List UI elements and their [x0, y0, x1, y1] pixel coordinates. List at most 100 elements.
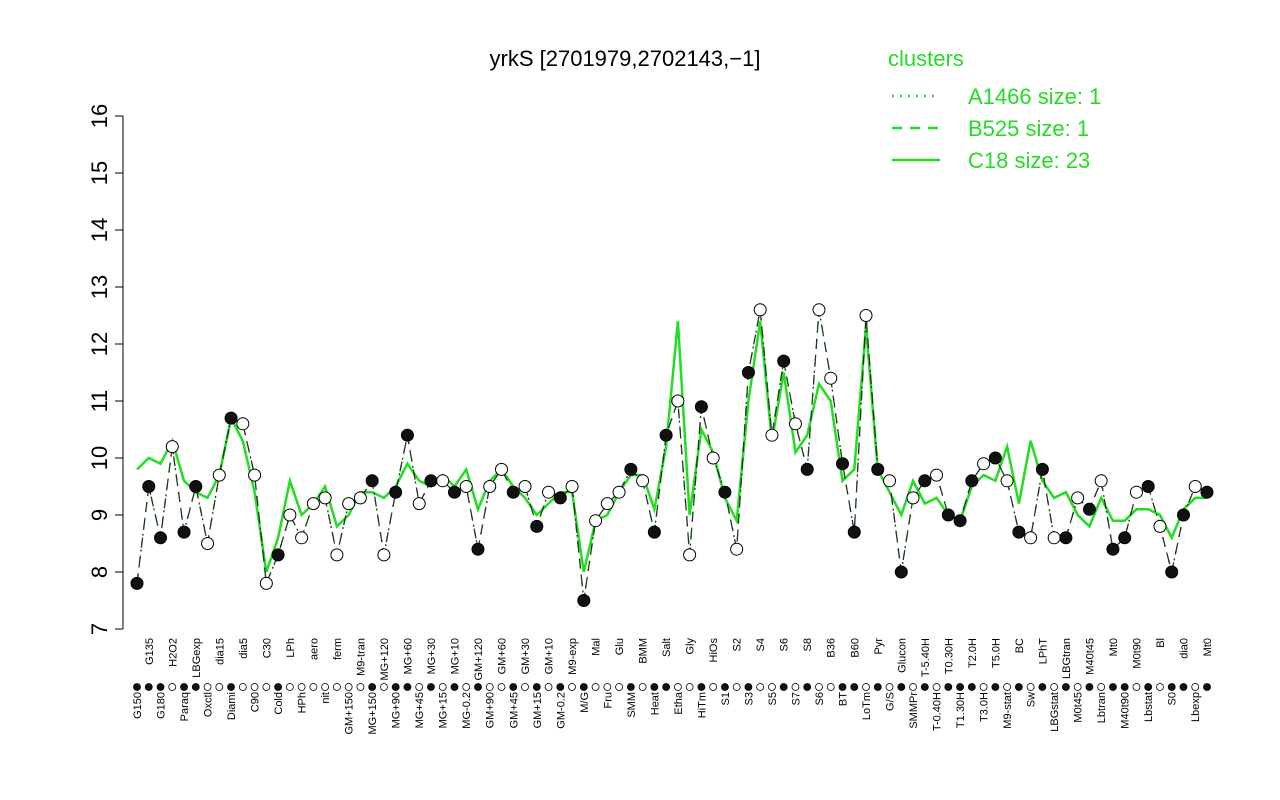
point — [165, 440, 179, 454]
x-tick-label: dia5 — [238, 638, 250, 659]
rug-point — [1073, 683, 1082, 691]
point — [377, 548, 391, 562]
series-line — [136, 309, 1208, 601]
x-tick-label: M9-tran — [355, 638, 367, 676]
point — [1035, 462, 1049, 476]
rug-point — [544, 683, 553, 691]
rug-point — [768, 683, 776, 691]
x-tick-label: B60 — [849, 638, 861, 658]
x-tick-label: M/G — [579, 692, 591, 713]
x-tick-label: S8 — [802, 638, 814, 651]
point — [177, 525, 191, 539]
rug-point — [1026, 683, 1035, 691]
rug-point — [673, 683, 682, 691]
chart-title: yrkS [2701979,2702143,−1] — [490, 46, 761, 71]
x-tick-label: Lbtran — [1096, 692, 1108, 723]
point — [1118, 531, 1132, 545]
rug-point — [1167, 683, 1176, 691]
point — [918, 474, 932, 488]
point — [495, 462, 509, 476]
point — [871, 462, 885, 476]
x-tick-label: T2.0H — [967, 638, 979, 668]
point — [800, 462, 814, 476]
y-tick-label: 7 — [87, 623, 112, 635]
point — [506, 485, 520, 499]
point — [741, 366, 755, 379]
x-tick-label: Cold — [273, 692, 285, 715]
rug-point — [744, 683, 753, 691]
rug-point — [815, 683, 823, 691]
point — [130, 576, 144, 590]
x-tick-label: aero — [308, 638, 320, 660]
x-tick-label: C90 — [250, 692, 262, 712]
rug-point — [944, 683, 953, 691]
rug-point — [532, 683, 541, 691]
rug-point — [1003, 683, 1012, 691]
y-tick-label: 15 — [87, 161, 112, 185]
rug-point — [932, 683, 941, 691]
rug-point — [356, 683, 365, 691]
rug-point — [791, 683, 800, 691]
x-tick-label: BMM — [638, 638, 650, 664]
x-tick-label: Mt0 — [1202, 638, 1214, 656]
x-tick-label: Lbstat — [1143, 692, 1155, 722]
x-tick-label: Bl — [1155, 638, 1167, 648]
rug-point — [332, 683, 341, 691]
x-tick-label: dia0 — [1178, 638, 1190, 659]
point — [706, 451, 720, 465]
point — [342, 497, 356, 511]
rug-point — [450, 683, 459, 691]
x-tick-label: S5 — [767, 692, 779, 705]
y-tick-label: 8 — [87, 566, 112, 578]
point — [788, 417, 802, 431]
rug-point — [156, 683, 165, 691]
point — [201, 537, 215, 550]
point — [271, 548, 285, 562]
point — [953, 514, 967, 528]
series-line — [136, 309, 1208, 601]
rug-point — [873, 683, 882, 691]
rug-point — [603, 683, 612, 691]
point — [659, 428, 673, 442]
point — [847, 525, 861, 539]
point — [295, 531, 309, 545]
x-tick-label: HPh — [297, 692, 309, 713]
x-tick-label: SMMPr — [908, 692, 920, 729]
legend-label: B525 size: 1 — [968, 116, 1089, 141]
rug-point — [144, 683, 153, 691]
rug-point — [321, 683, 330, 691]
x-tick-label: Mt0 — [1108, 638, 1120, 656]
point — [330, 548, 344, 562]
x-tick-label: Lbexp — [1190, 692, 1202, 722]
x-tick-label: G135 — [144, 638, 156, 665]
rug-point — [133, 683, 141, 691]
point — [318, 491, 332, 505]
x-tick-label: ferm — [332, 638, 344, 660]
x-tick-label: MG+45 — [414, 692, 426, 728]
y-tick-label: 14 — [87, 218, 112, 242]
x-tick-label: HiTm — [696, 692, 708, 718]
rug-point — [474, 683, 482, 691]
point — [883, 474, 897, 488]
point — [518, 480, 532, 493]
rug-point — [274, 683, 282, 691]
rug-point — [415, 683, 424, 691]
rug-point — [462, 683, 471, 691]
point — [612, 485, 626, 499]
x-tick-label: HiOs — [708, 638, 720, 663]
rug-point — [732, 683, 741, 691]
x-tick-label: Paraq — [179, 692, 191, 721]
point — [988, 451, 1002, 465]
rug-point — [885, 683, 894, 691]
legend-label: C18 size: 23 — [968, 148, 1090, 173]
rug-point — [297, 683, 306, 691]
point — [1153, 519, 1167, 533]
rug-point — [979, 683, 988, 691]
point — [1047, 531, 1061, 545]
point — [1200, 485, 1214, 499]
x-tick-label: MG+30 — [426, 638, 438, 674]
rug-point — [285, 683, 294, 691]
x-tick-label: Salt — [661, 638, 673, 657]
x-tick-label: LBGtran — [1061, 638, 1073, 679]
rug-point — [1191, 683, 1200, 691]
